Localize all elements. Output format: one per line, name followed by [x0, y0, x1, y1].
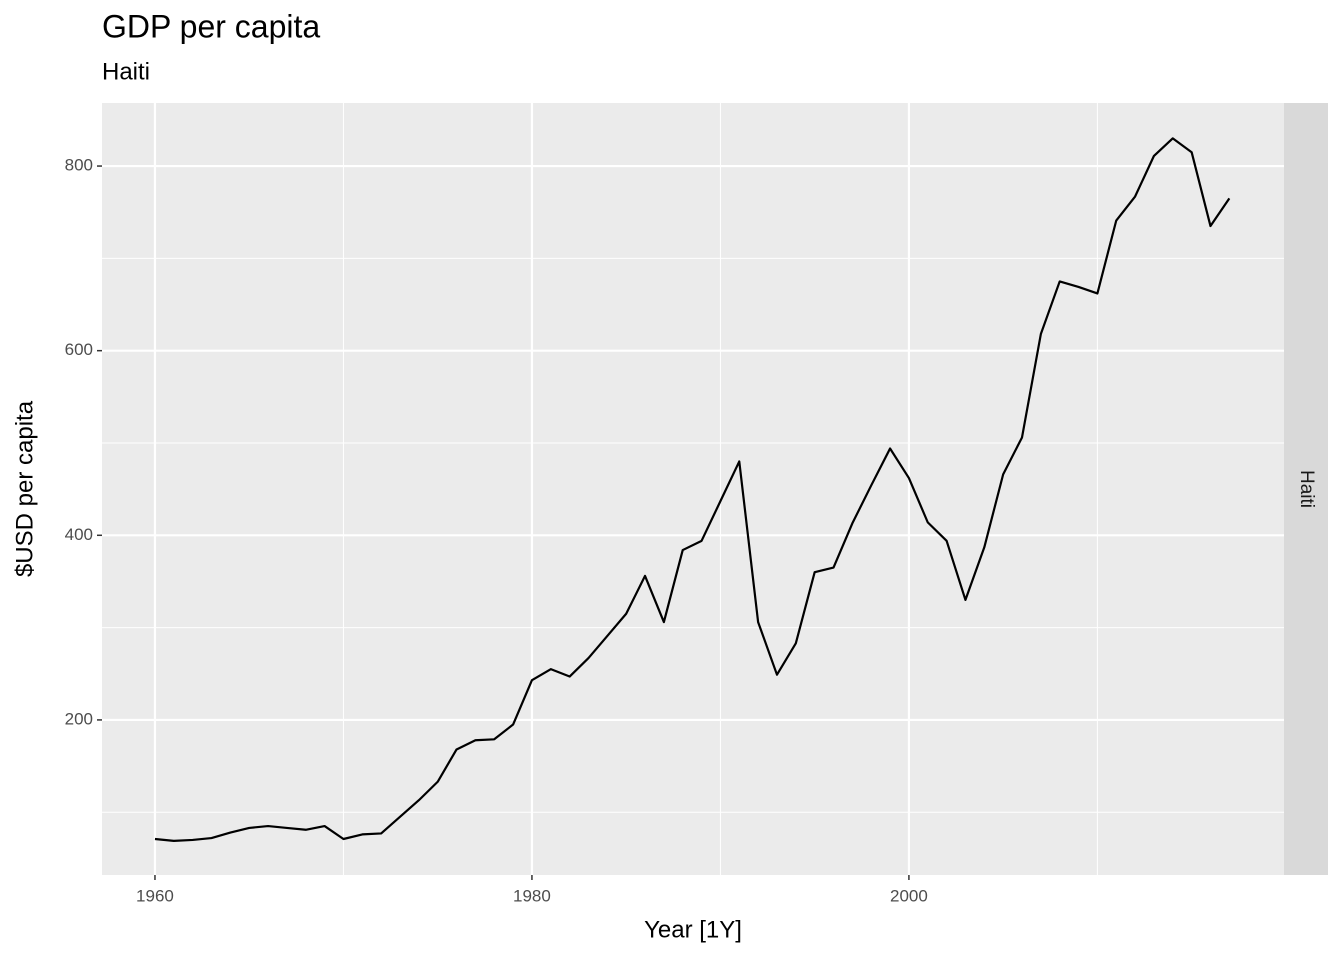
- chart-title: GDP per capita: [102, 8, 320, 44]
- y-tick-label: 200: [65, 709, 93, 728]
- panel: [102, 103, 1284, 875]
- facet-strip: [1284, 103, 1328, 875]
- facet-label: Haiti: [1296, 470, 1317, 508]
- y-axis-label: $USD per capita: [11, 400, 38, 577]
- y-tick-label: 600: [65, 340, 93, 359]
- chart-subtitle: Haiti: [102, 58, 150, 85]
- y-tick-label: 800: [65, 156, 93, 175]
- x-tick-label: 1960: [136, 886, 174, 905]
- y-tick-label: 400: [65, 525, 93, 544]
- x-tick-label: 2000: [890, 886, 928, 905]
- x-axis-label: Year [1Y]: [644, 916, 742, 943]
- x-tick-label: 1980: [513, 886, 551, 905]
- line: [154, 137, 1231, 842]
